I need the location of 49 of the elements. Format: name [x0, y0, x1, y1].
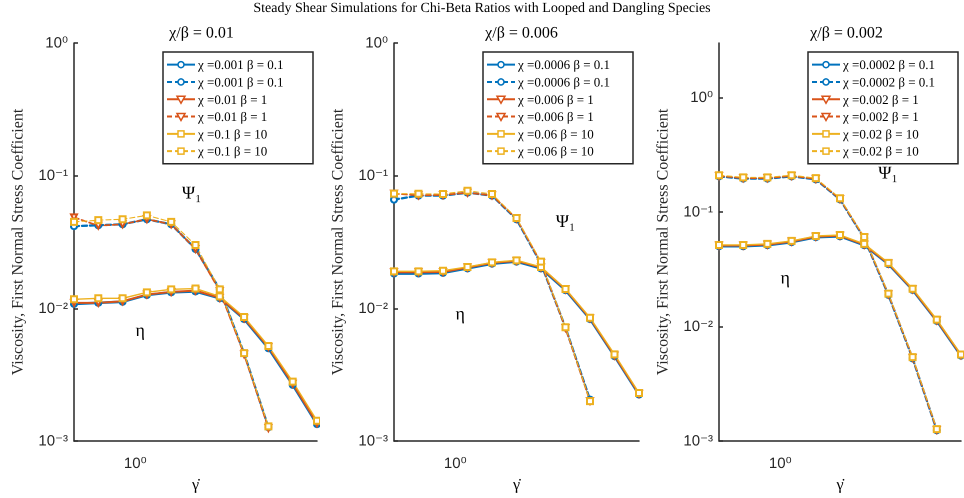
chart-title: χ/β = 0.002 — [809, 24, 883, 42]
chart-title: χ/β = 0.01 — [168, 24, 234, 42]
annotation: Ψ₁ — [878, 162, 898, 182]
legend-label: χ =0.006 β = 1 — [517, 109, 594, 124]
y-tick-label: 10⁻³ — [683, 432, 713, 450]
annotation: η — [780, 267, 790, 288]
text: 10⁰ — [124, 455, 147, 472]
annotation: η — [455, 304, 465, 324]
legend-label: χ =0.01 β = 1 — [197, 109, 268, 124]
y-tick-label: 10⁻¹ — [358, 167, 388, 184]
legend-label: χ =0.001 β = 0.1 — [197, 57, 284, 72]
y-tick-label: 10⁰ — [365, 34, 388, 52]
legend-label: χ =0.0002 β = 0.1 — [842, 57, 936, 72]
text: 10⁰ — [444, 455, 467, 472]
legend-label: χ =0.02 β = 10 — [842, 126, 919, 142]
legend-label: χ =0.02 β = 10 — [842, 144, 919, 159]
y-tick-label: 10⁻² — [683, 318, 713, 336]
legend-label: χ =0.0006 β = 0.1 — [517, 74, 610, 90]
y-axis-title: Viscosity, First Normal Stress Coefficient — [330, 108, 346, 376]
y-tick-label: 10⁰ — [690, 89, 713, 106]
annotation: η — [135, 320, 145, 340]
y-tick-label: 10⁻³ — [38, 432, 68, 450]
x-axis-title: γ̇ — [835, 476, 845, 494]
y-tick-label: 10⁻¹ — [38, 167, 68, 184]
legend-label: χ =0.1 β = 10 — [197, 144, 268, 159]
legend-label: χ =0.1 β = 10 — [197, 126, 268, 142]
y-tick-label: 10⁻¹ — [683, 204, 713, 221]
legend-label: χ =0.002 β = 1 — [842, 109, 919, 124]
text: Steady Shear Simulations for Chi-Beta Ratios with Looped and Dangling Species — [252, 1, 712, 17]
legend-label: χ =0.0002 β = 0.1 — [842, 74, 936, 90]
chart-title: χ/β = 0.006 — [484, 24, 558, 42]
annotation: Ψ₁ — [556, 210, 576, 231]
legend-label: χ =0.002 β = 1 — [842, 92, 919, 107]
y-tick-label: 10⁻² — [358, 300, 388, 317]
y-tick-label: 10⁻² — [38, 300, 68, 317]
x-axis-title: γ̇ — [512, 476, 522, 494]
legend-label: χ =0.06 β = 10 — [517, 126, 594, 142]
y-axis-title: Viscosity, First Normal Stress Coefficient — [654, 108, 672, 376]
text: 10⁰ — [768, 455, 792, 472]
legend-label: χ =0.01 β = 1 — [197, 92, 268, 107]
legend-label: χ =0.0006 β = 0.1 — [517, 57, 610, 72]
legend-label: χ =0.001 β = 0.1 — [197, 74, 284, 90]
legend-label: χ =0.06 β = 10 — [517, 144, 594, 159]
x-axis-title: γ̇ — [190, 476, 200, 494]
y-tick-label: 10⁻³ — [358, 432, 388, 450]
legend-label: χ =0.006 β = 1 — [517, 92, 594, 107]
annotation: Ψ₁ — [182, 182, 202, 202]
y-axis-title: Viscosity, First Normal Stress Coefficient — [10, 108, 26, 376]
y-tick-label: 10⁰ — [45, 34, 68, 52]
